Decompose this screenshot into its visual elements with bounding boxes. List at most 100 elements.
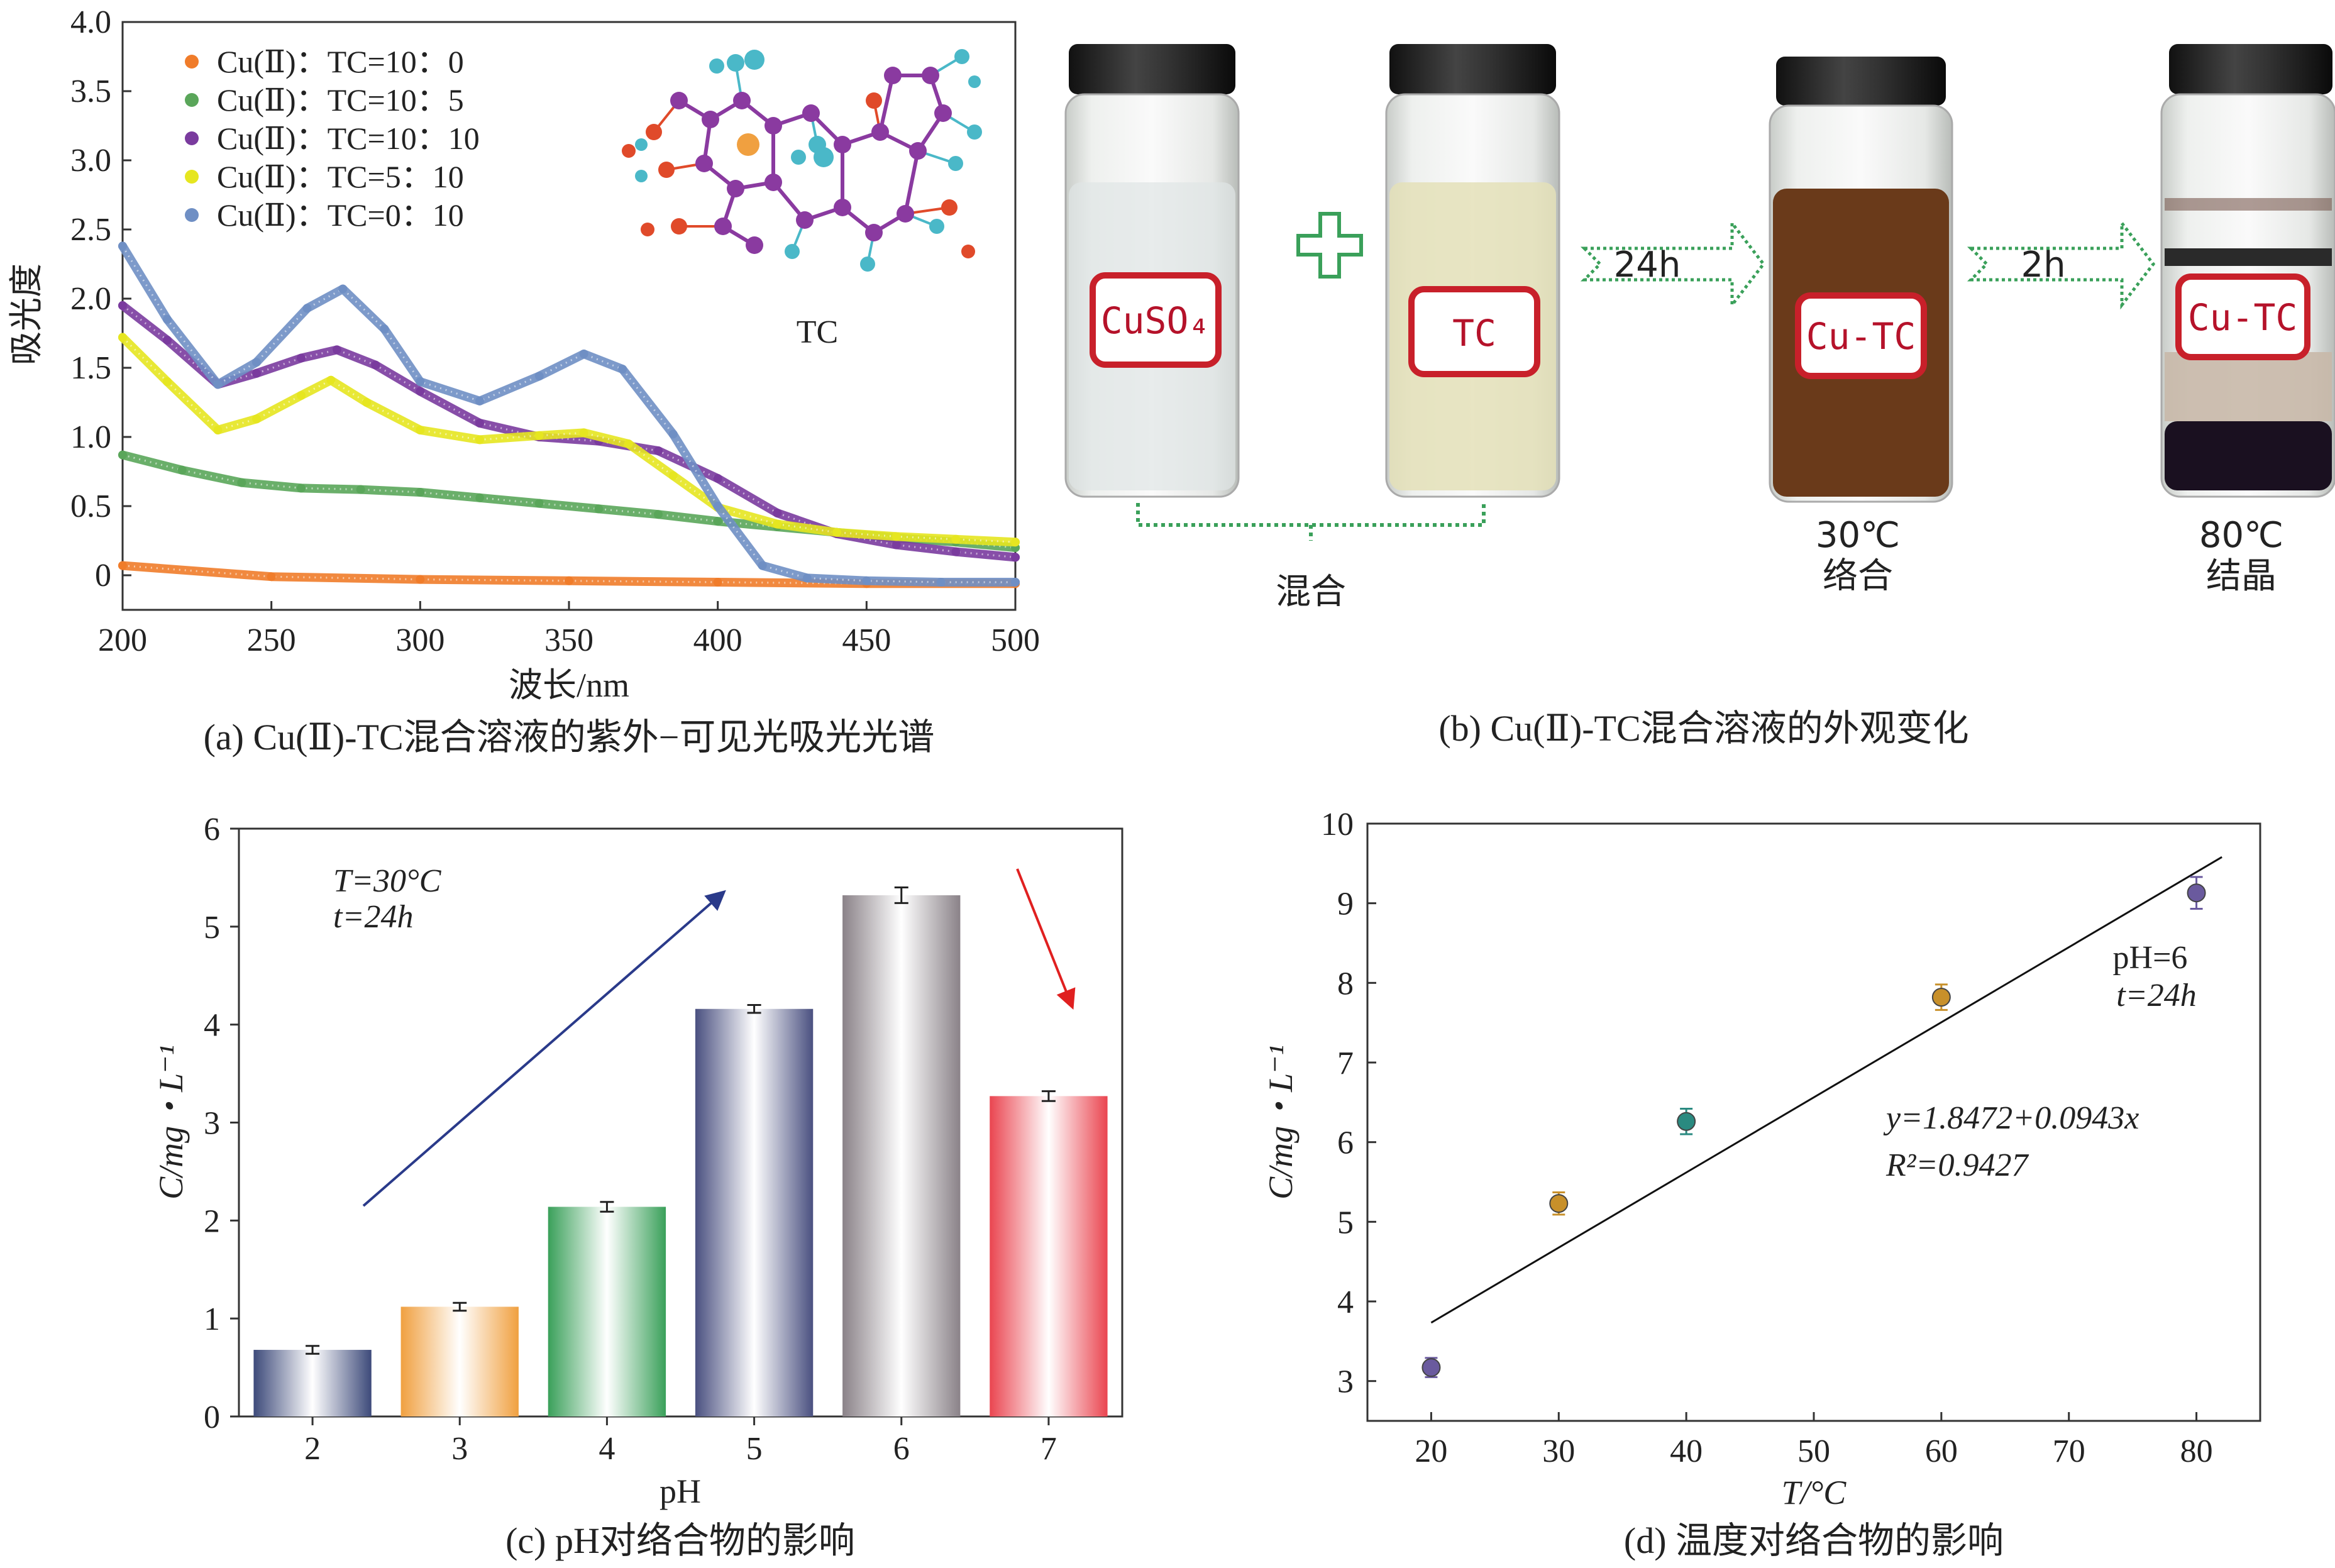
panel-d-ph-annotation: pH=6 bbox=[2113, 940, 2188, 976]
data-point bbox=[565, 576, 573, 585]
bar bbox=[695, 1008, 814, 1416]
legend-label: Cu(Ⅱ)：TC=10：10 bbox=[217, 121, 480, 156]
data-point bbox=[297, 391, 306, 400]
y-tick-label: 4.0 bbox=[70, 4, 111, 40]
data-point bbox=[1931, 988, 1951, 1007]
panel-a-legend: Cu(Ⅱ)：TC=10：0Cu(Ⅱ)：TC=10：5Cu(Ⅱ)：TC=10：10… bbox=[185, 44, 480, 233]
panel-c-caption: (c) pH对络合物的影响 bbox=[505, 1520, 855, 1561]
legend-marker bbox=[185, 93, 199, 107]
panel-d-xlabel: T/°C bbox=[1782, 1474, 1847, 1511]
data-point bbox=[118, 301, 127, 310]
y-tick-label: 0.5 bbox=[70, 489, 111, 524]
x-tick-label: 50 bbox=[1797, 1433, 1830, 1469]
data-point bbox=[252, 414, 261, 424]
x-tick-label: 2 bbox=[304, 1431, 321, 1467]
data-point bbox=[475, 493, 484, 502]
y-tick-label: 0 bbox=[95, 558, 111, 594]
cu-atom-icon bbox=[737, 133, 759, 156]
y-tick-label: 9 bbox=[1337, 886, 1354, 922]
vial-label: CuSO₄ bbox=[1101, 299, 1211, 342]
data-point bbox=[252, 368, 261, 378]
data-point bbox=[802, 573, 812, 583]
y-tick-label: 2.0 bbox=[70, 281, 111, 317]
panel-d-scatter-chart: 20 30 40 50 60 70 80 3 4 5 6 7 8 9 10 pH=6 t=24h y=1.8… bbox=[1262, 807, 2261, 1561]
data-point bbox=[758, 561, 767, 570]
y-tick-label: 4 bbox=[1337, 1284, 1354, 1320]
x-tick-label: 20 bbox=[1415, 1433, 1447, 1469]
legend-marker bbox=[185, 208, 199, 222]
data-point bbox=[579, 428, 588, 438]
panel-d-axes: 20 30 40 50 60 70 80 3 4 5 6 7 8 9 10 bbox=[1321, 807, 2213, 1469]
data-point bbox=[163, 377, 172, 386]
data-point bbox=[416, 387, 425, 396]
legend-label: Cu(Ⅱ)：TC=0：10 bbox=[217, 197, 464, 233]
vial-label: TC bbox=[1452, 312, 1496, 355]
bar bbox=[842, 895, 961, 1416]
arrow-2h-icon: 2h bbox=[1967, 218, 2156, 310]
data-point bbox=[891, 532, 901, 541]
data-point bbox=[118, 241, 127, 251]
x-tick-label: 7 bbox=[1041, 1431, 1057, 1467]
data-point bbox=[936, 578, 946, 587]
data-point bbox=[118, 333, 127, 342]
panel-c-xlabel: pH bbox=[660, 1472, 701, 1510]
x-tick-label: 40 bbox=[1670, 1433, 1703, 1469]
y-tick-label: 5 bbox=[204, 910, 220, 946]
data-point bbox=[475, 419, 484, 428]
legend-label: Cu(Ⅱ)：TC=5：10 bbox=[217, 159, 464, 194]
y-tick-label: 2 bbox=[204, 1203, 220, 1239]
x-tick-label: 70 bbox=[2053, 1433, 2085, 1469]
bar bbox=[253, 1350, 372, 1416]
panel-c-axes: 0 1 2 3 4 5 6 2 3 4 5 6 7 bbox=[204, 812, 1057, 1467]
vial-tc: TC bbox=[1385, 44, 1560, 498]
data-point bbox=[668, 429, 678, 439]
arrow-24h-label: 24h bbox=[1614, 245, 1681, 285]
data-point bbox=[773, 519, 782, 529]
y-tick-label: 10 bbox=[1321, 807, 1354, 842]
bar bbox=[548, 1206, 666, 1416]
data-point bbox=[713, 517, 722, 526]
data-point bbox=[594, 504, 604, 514]
data-point bbox=[654, 446, 663, 455]
data-point bbox=[1011, 553, 1020, 562]
vial-cu-tc-30c: Cu-TC bbox=[1769, 57, 1953, 503]
data-point bbox=[118, 561, 127, 570]
panel-b-photo: CuSO₄ TC 混合 24h Cu-TC 30℃ 络合 bbox=[1064, 44, 2335, 749]
panel-a-ylabel: 吸光度 bbox=[8, 263, 45, 365]
x-tick-label: 3 bbox=[451, 1431, 468, 1467]
panel-c-bar-chart: 0 1 2 3 4 5 6 2 3 4 5 6 7 T=30°C t=24h pH C/mg・L⁻¹ (… bbox=[152, 812, 1123, 1561]
y-tick-label: 8 bbox=[1337, 966, 1354, 1002]
data-point bbox=[654, 510, 663, 519]
x-tick-label: 6 bbox=[893, 1431, 910, 1467]
x-tick-label: 250 bbox=[247, 622, 296, 658]
data-point bbox=[713, 474, 722, 483]
data-point bbox=[297, 353, 306, 363]
data-point bbox=[380, 324, 389, 334]
panel-b-caption: (b) Cu(Ⅱ)-TC混合溶液的外观变化 bbox=[1438, 708, 1968, 749]
y-tick-label: 2.5 bbox=[70, 212, 111, 248]
y-tick-label: 6 bbox=[1337, 1125, 1354, 1161]
bar bbox=[400, 1306, 519, 1416]
panel-d-ylabel: C/mg・L⁻¹ bbox=[1262, 1045, 1300, 1200]
data-point bbox=[1011, 538, 1020, 547]
step4-temp: 80℃ bbox=[2199, 515, 2283, 556]
data-point bbox=[579, 350, 588, 358]
panel-a-caption: (a) Cu(Ⅱ)-TC混合溶液的紫外−可见光吸光光谱 bbox=[204, 717, 935, 758]
panel-a-marks bbox=[118, 241, 1020, 588]
data-point bbox=[371, 360, 380, 370]
x-tick-label: 500 bbox=[991, 622, 1040, 658]
panel-c-ylabel: C/mg・L⁻¹ bbox=[152, 1045, 190, 1200]
x-tick-label: 400 bbox=[693, 622, 742, 658]
data-point bbox=[416, 377, 425, 386]
data-point bbox=[713, 578, 722, 587]
step4-label: 结晶 bbox=[2206, 556, 2277, 597]
y-tick-label: 1.0 bbox=[70, 419, 111, 455]
y-tick-label: 1 bbox=[204, 1301, 220, 1337]
panel-d-r2: R²=0.9427 bbox=[1885, 1147, 2029, 1183]
data-point bbox=[951, 547, 961, 556]
panel-a-uv-vis-chart: Cu(Ⅱ)：TC=10：0Cu(Ⅱ)：TC=10：5Cu(Ⅱ)：TC=10：10… bbox=[8, 4, 1040, 758]
plus-icon bbox=[1296, 212, 1363, 279]
x-tick-label: 300 bbox=[395, 622, 444, 658]
x-tick-label: 5 bbox=[746, 1431, 763, 1467]
